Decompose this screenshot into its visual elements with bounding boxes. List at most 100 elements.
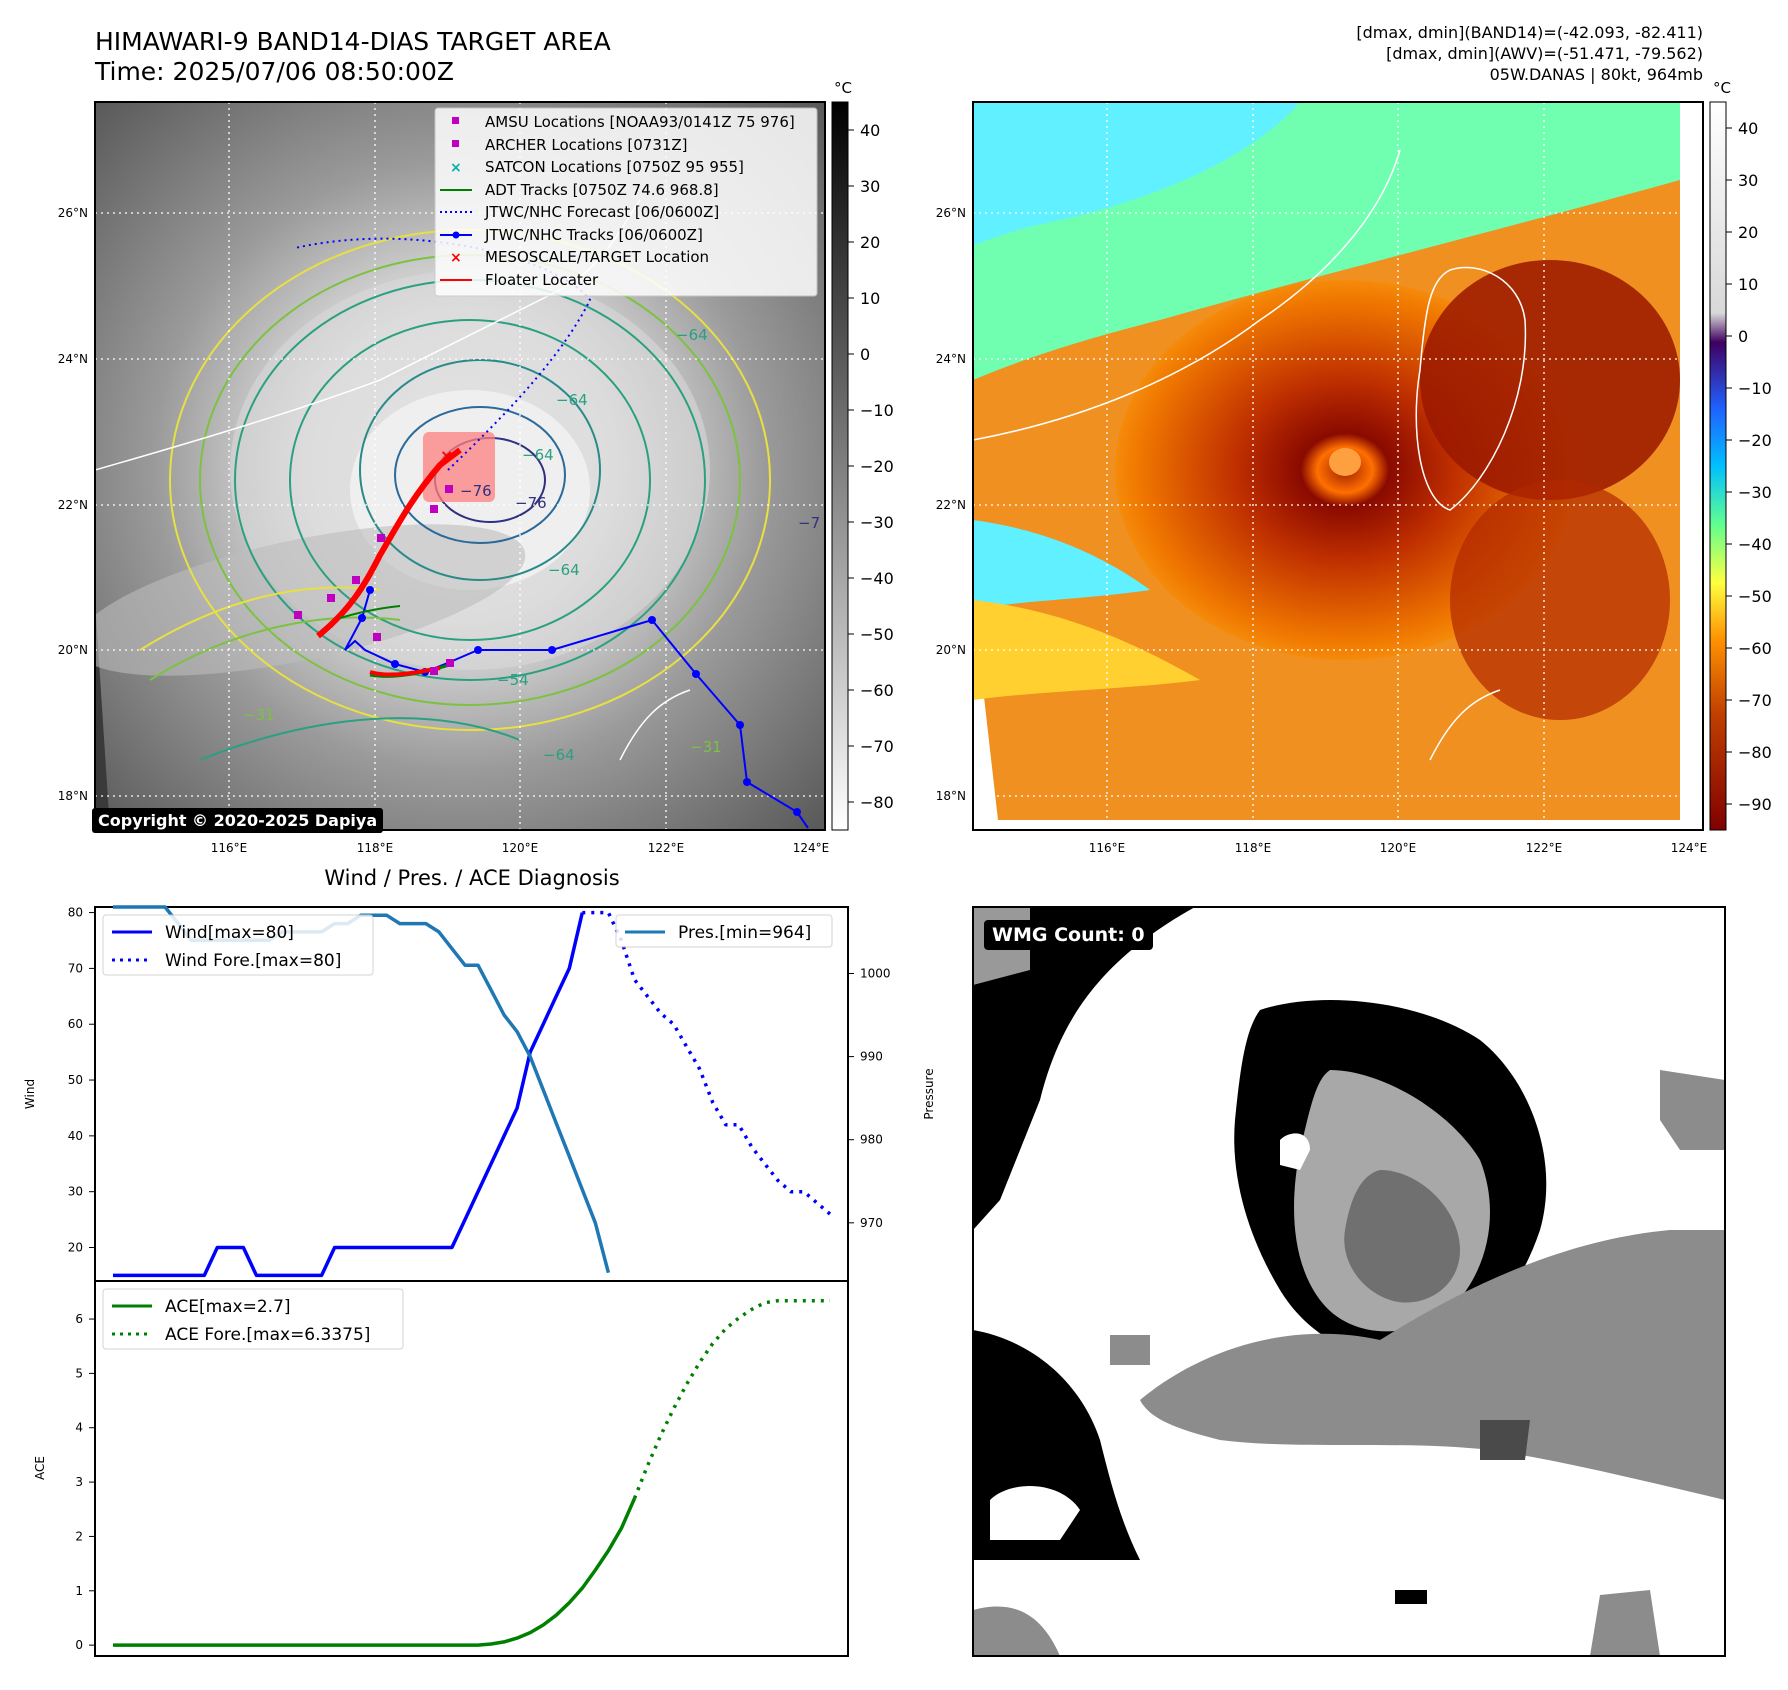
diagnostic-info: [dmax, dmin](BAND14)=(-42.093, -82.411) …: [1356, 22, 1703, 85]
colorbar-tick-label: 30: [1738, 171, 1758, 190]
ace-chart: ACE 0 1 2 3 4 5 6 ACE[max=2.7] ACE Fore.[max=6…: [33, 1280, 849, 1657]
copyright-badge: Copyright © 2020-2025 Dapiya: [92, 808, 384, 833]
legend-wind: Wind[max=80]: [165, 923, 294, 943]
colorbar-tick-label: −70: [1738, 691, 1772, 710]
lon-tick: 124°E: [1671, 841, 1708, 855]
lon-tick: 120°E: [1380, 841, 1417, 855]
colorbar-tick-label: −80: [1738, 743, 1772, 762]
y-tick-label: 4: [75, 1421, 83, 1435]
colorbar-tick-label: −20: [1738, 431, 1772, 450]
lon-tick: 118°E: [1235, 841, 1272, 855]
colorbar-tick-label: 0: [1738, 327, 1748, 346]
color-colorbar: °C 40 30 20 10 0 −10 −20 −30 −40 −50 −60 −70 −80 −90: [1709, 79, 1772, 831]
colorbar-tick-label: −50: [1738, 587, 1772, 606]
colorbar-tick-label: 20: [1738, 223, 1758, 242]
lat-tick: 18°N: [936, 789, 966, 803]
lon-tick: 122°E: [1526, 841, 1563, 855]
lat-tick: 24°N: [936, 352, 966, 366]
y2-tick-label: 980: [860, 1133, 883, 1147]
dmax-dmin-awv: [dmax, dmin](AWV)=(-51.471, -79.562): [1386, 44, 1703, 63]
y2-tick-label: 970: [860, 1216, 883, 1230]
contour-label: −76: [515, 494, 547, 512]
colorbar-tick-label: −40: [1738, 535, 1772, 554]
figure-title: HIMAWARI-9 BAND14-DIAS TARGET AREA: [95, 27, 611, 56]
ace-axis-label: ACE: [33, 1456, 47, 1480]
series-line-ace-fore-max-6-3375-: [632, 1298, 830, 1500]
colorbar-tick-label: −10: [1738, 379, 1772, 398]
legend-pressure: Pres.[min=964]: [678, 923, 811, 943]
colorbar-unit: °C: [834, 79, 852, 97]
legend-adt: ADT Tracks [0750Z 74.6 968.8]: [485, 181, 719, 199]
y-tick-label: 20: [68, 1241, 83, 1255]
contour-label: −64: [548, 561, 580, 579]
y-tick-label: 1: [75, 1584, 83, 1598]
contour-label: −64: [676, 326, 708, 344]
y-tick-label: 50: [68, 1073, 83, 1087]
legend-target: MESOSCALE/TARGET Location: [485, 248, 709, 266]
colorbar-tick-label: −60: [1738, 639, 1772, 658]
colorbar-tick-label: −40: [860, 569, 894, 588]
colorbar-tick-label: −20: [860, 457, 894, 476]
legend-floater: Floater Locater: [485, 271, 599, 289]
legend-ace: ACE[max=2.7]: [165, 1297, 291, 1317]
contour-label: −31: [690, 738, 722, 756]
lat-tick: 20°N: [936, 643, 966, 657]
colorbar-tick-label: 10: [860, 289, 880, 308]
y-tick-label: 6: [75, 1312, 83, 1326]
ir-satellite-map: × −64 −64 −76 −76 −64 −64 −31 −31 −54 −6…: [58, 101, 830, 855]
lon-tick: 120°E: [502, 841, 539, 855]
series-line-wind-max-80-: [113, 912, 585, 1278]
colorbar-tick-label: −80: [860, 793, 894, 812]
contour-label: −31: [243, 706, 275, 724]
map-legend: AMSU Locations [NOAA93/0141Z 75 976] ARC…: [434, 107, 818, 297]
y2-tick-label: 990: [860, 1050, 883, 1064]
wmg-panel: [972, 906, 1726, 1657]
svg-text:×: ×: [450, 160, 462, 176]
legend-amsu: AMSU Locations [NOAA93/0141Z 75 976]: [485, 113, 795, 131]
colorbar-tick-label: 40: [860, 121, 880, 140]
y-tick-label: 40: [68, 1129, 83, 1143]
lat-tick: 20°N: [58, 643, 88, 657]
colorbar-tick-label: −50: [860, 625, 894, 644]
pressure-axis-label: Pressure: [922, 1068, 936, 1119]
colorbar-unit: °C: [1713, 79, 1731, 97]
y-tick-label: 0: [75, 1638, 83, 1652]
lon-tick: 124°E: [793, 841, 830, 855]
colorbar-tick-label: −70: [860, 737, 894, 756]
y-tick-label: 70: [68, 961, 83, 975]
legend-archer: ARCHER Locations [0731Z]: [485, 136, 688, 154]
contour-label: −64: [543, 746, 575, 764]
y2-tick-label: 1000: [860, 966, 891, 980]
ir-colorbar: °C 40 30 20 10 0 −10 −20 −30 −40 −50 −60 −70 −80: [831, 79, 894, 831]
dmax-dmin-band14: [dmax, dmin](BAND14)=(-42.093, -82.411): [1356, 23, 1703, 42]
lon-tick: 116°E: [211, 841, 248, 855]
svg-text:×: ×: [440, 446, 453, 465]
lon-tick: 116°E: [1089, 841, 1126, 855]
contour-label: −64: [556, 391, 588, 409]
colorbar-tick-label: 20: [860, 233, 880, 252]
storm-info: 05W.DANAS | 80kt, 964mb: [1489, 65, 1703, 84]
colorbar-tick-label: 30: [860, 177, 880, 196]
legend-jtwc-tracks: JTWC/NHC Tracks [06/0600Z]: [484, 226, 703, 244]
contour-label: −64: [522, 446, 554, 464]
legend-ace-forecast: ACE Fore.[max=6.3375]: [165, 1325, 370, 1345]
y-tick-label: 3: [75, 1475, 83, 1489]
colorbar-tick-label: 0: [860, 345, 870, 364]
legend-jtwc-forecast: JTWC/NHC Forecast [06/0600Z]: [484, 203, 719, 221]
lat-tick: 18°N: [58, 789, 88, 803]
contour-label: −54: [497, 671, 529, 689]
y-tick-label: 60: [68, 1017, 83, 1031]
y-tick-label: 80: [68, 906, 83, 920]
colorbar-tick-label: −30: [1738, 483, 1772, 502]
lon-tick: 122°E: [648, 841, 685, 855]
colorbar-tick-label: −30: [860, 513, 894, 532]
lon-tick: 118°E: [357, 841, 394, 855]
wmg-count-badge: WMG Count: 0: [984, 920, 1153, 950]
color-ir-map: 116°E 118°E 120°E 122°E 124°E 26°N 24°N …: [936, 101, 1708, 855]
colorbar-tick-label: −10: [860, 401, 894, 420]
colorbar-tick-label: 10: [1738, 275, 1758, 294]
lat-tick: 26°N: [936, 206, 966, 220]
legend-wind-forecast: Wind Fore.[max=80]: [165, 951, 341, 971]
y-tick-label: 30: [68, 1185, 83, 1199]
contour-label: −7: [798, 514, 820, 532]
